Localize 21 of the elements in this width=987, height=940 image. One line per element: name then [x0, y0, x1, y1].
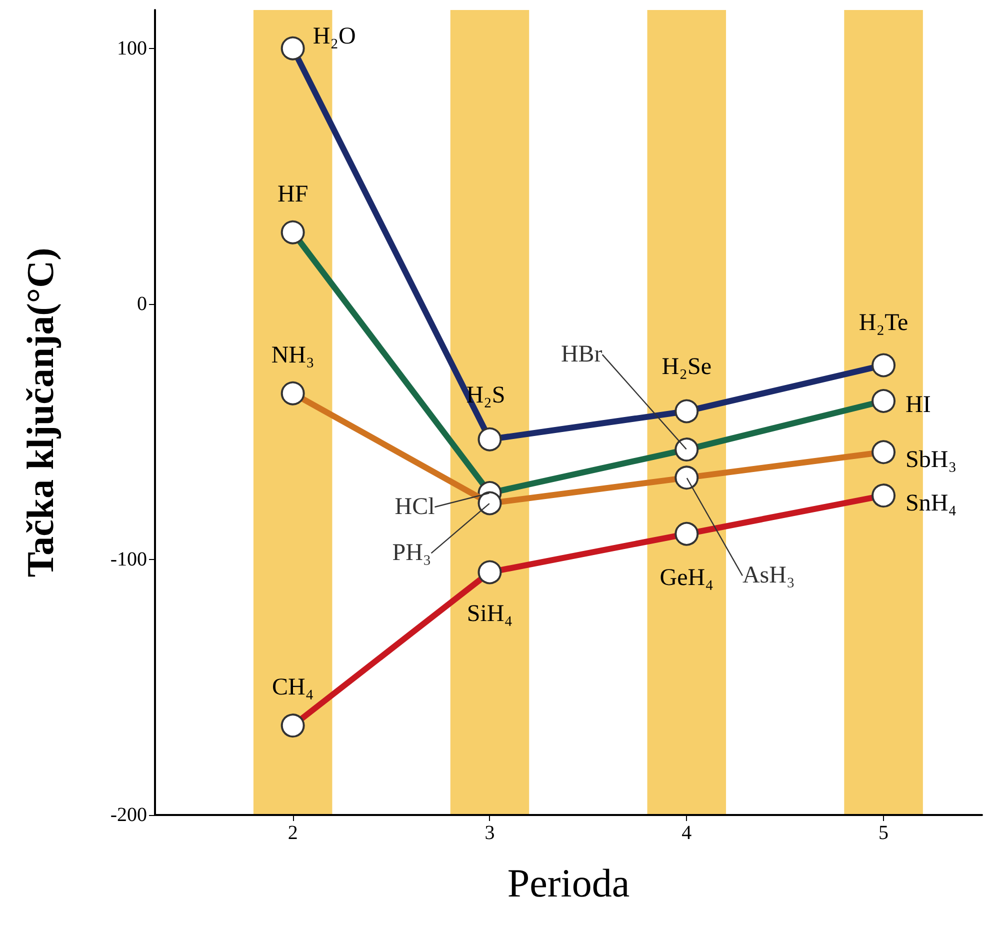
x-tick-label: 5 [878, 822, 889, 844]
x-axis-title: Perioda [507, 860, 630, 906]
annotation: NH₃ [271, 342, 314, 368]
y-axis-title: Tačka ključanja(°C) [20, 248, 62, 578]
annotation: SiH₄ [466, 601, 513, 628]
y-tick-label: -100 [110, 548, 147, 570]
x-tick-label: 2 [288, 822, 298, 844]
y-tick-label: 100 [117, 37, 147, 60]
annotation: PH₃ [392, 540, 432, 566]
annotation: H₂Te [858, 310, 908, 336]
annotation: H₂Se [662, 354, 712, 380]
y-tick-label: -200 [110, 804, 147, 826]
annotation: AsH₃ [742, 562, 795, 589]
x-tick-label: 4 [682, 822, 692, 844]
annotation: GeH₄ [660, 564, 714, 591]
annotation: HBr [560, 342, 602, 368]
y-tick-label: 0 [137, 292, 147, 315]
annotation: HF [277, 181, 308, 208]
annotation: CH₄ [272, 674, 314, 701]
annotation: HCl [394, 494, 436, 520]
x-tick-label: 3 [484, 822, 495, 844]
